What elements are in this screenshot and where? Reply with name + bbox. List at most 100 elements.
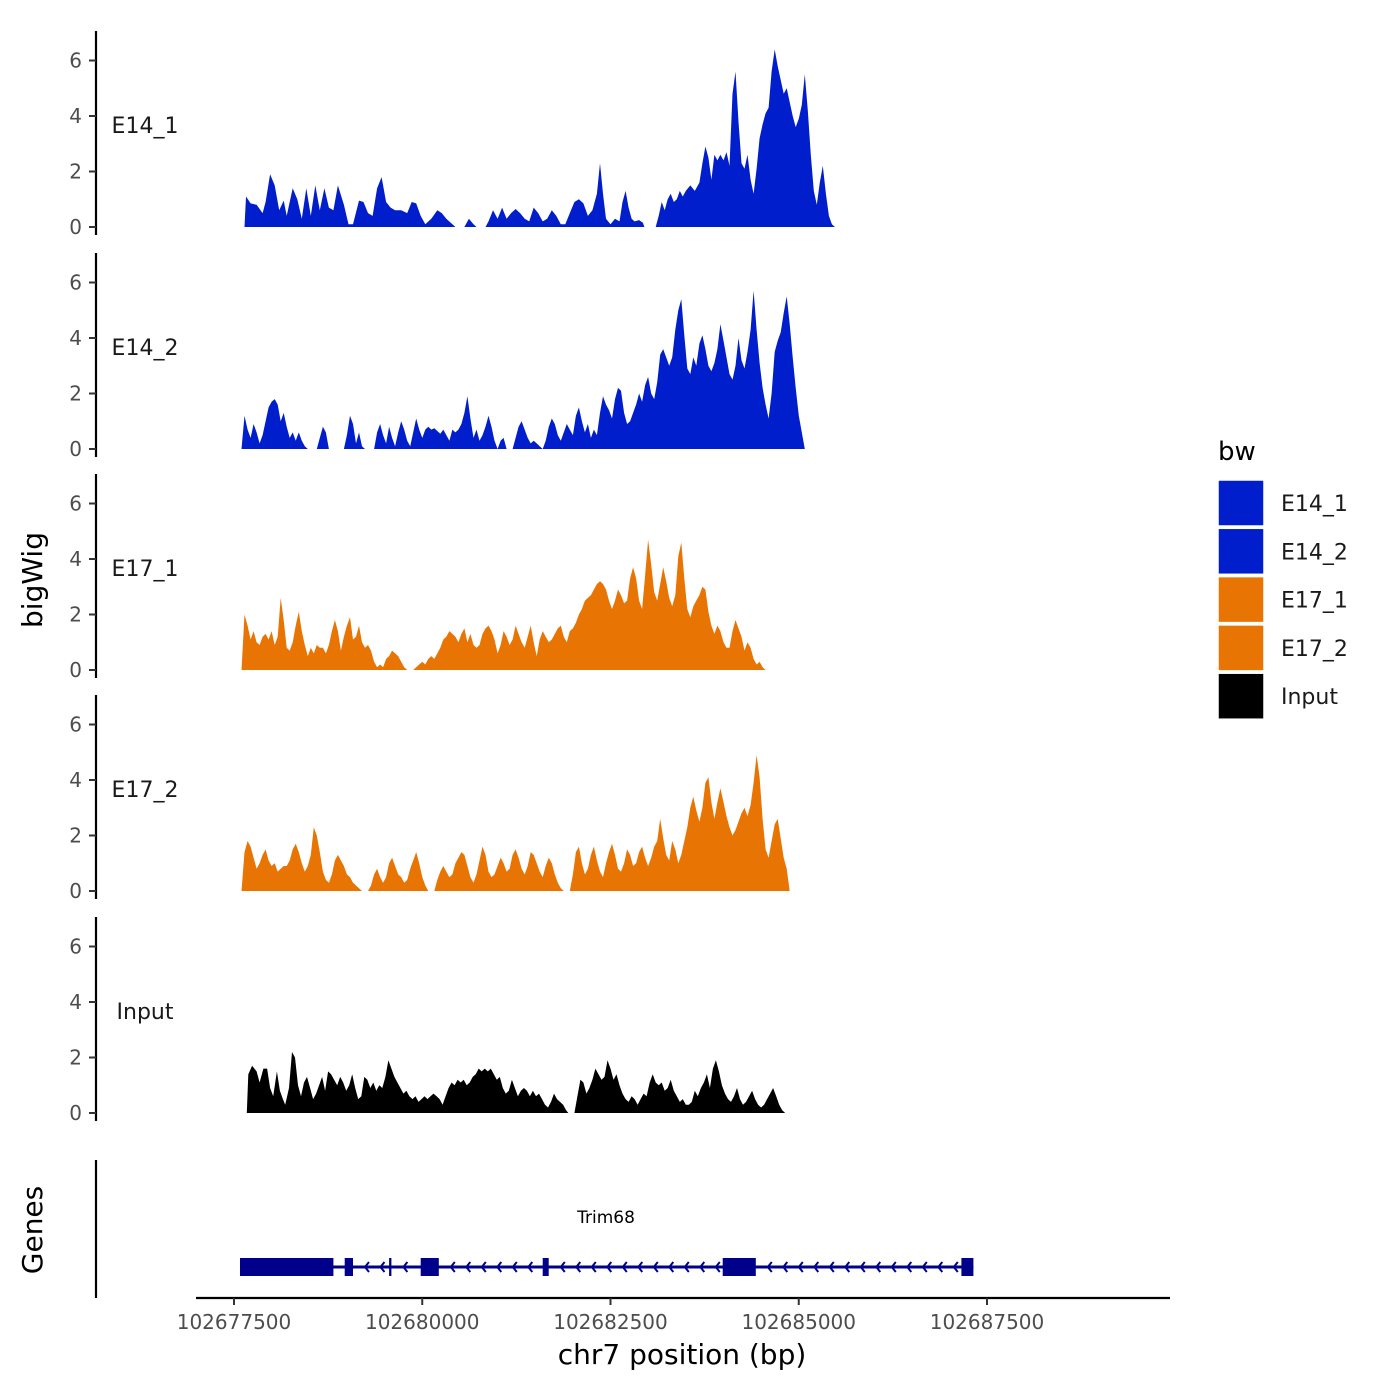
coverage-area-e17-1: [241, 539, 766, 670]
coverage-area-e14-2: [241, 290, 805, 449]
strand-arrow: [402, 1261, 409, 1273]
gene-panel: Trim68: [94, 1160, 974, 1298]
strand-arrow: [699, 1261, 706, 1273]
y-tick-label: 4: [69, 326, 82, 350]
legend-label: Input: [1281, 685, 1338, 710]
y-tick-label: 4: [69, 990, 82, 1014]
legend-label: E14_2: [1281, 540, 1348, 565]
strand-arrow: [683, 1261, 690, 1273]
gene-axis-title: Genes: [16, 1186, 49, 1274]
legend-title: bw: [1218, 437, 1256, 467]
legend-entries: E14_1 E14_2 E17_1 E17_2 Input: [1217, 479, 1348, 720]
gene-exon: [420, 1258, 439, 1276]
legend-swatch: [1217, 624, 1265, 672]
y-tick-label: 2: [69, 160, 82, 184]
strand-arrow: [714, 1261, 721, 1273]
y-tick-label: 6: [69, 49, 82, 73]
strand-arrow: [575, 1261, 582, 1273]
strand-arrow: [637, 1261, 644, 1273]
legend: bw E14_1 E14_2 E17_1 E17_2 Input: [1217, 437, 1348, 720]
strand-arrow: [859, 1261, 866, 1273]
x-axis-title: chr7 position (bp): [558, 1338, 807, 1371]
gene-exon: [240, 1258, 334, 1276]
y-tick-label: 0: [69, 658, 82, 682]
strand-arrow: [921, 1261, 928, 1273]
track-label: Input: [117, 1000, 174, 1025]
strand-arrow: [652, 1261, 659, 1273]
x-ticks: 102677500 102680000 102682500 102685000 1026…: [177, 1298, 1045, 1334]
x-axis: 102677500 102680000 102682500 102685000 1026…: [177, 1296, 1170, 1371]
track-e14-2: 0 2 4 6 E14_2: [69, 253, 805, 461]
y-tick-label: 4: [69, 768, 82, 792]
coverage-tracks: 0 2 4 6 E14_1 0 2 4 6 E14_2 0 2 4 6 E17_1 0 2 4 6 E17_2 0 2 4 6…: [69, 31, 835, 1125]
y-tick-label: 6: [69, 492, 82, 516]
legend-label: E17_1: [1281, 589, 1348, 614]
strand-arrow: [621, 1261, 628, 1273]
legend-swatch: [1217, 575, 1265, 624]
legend-swatch: [1217, 479, 1265, 527]
y-tick-label: 6: [69, 713, 82, 737]
y-tick-label: 0: [69, 879, 82, 903]
strand-arrow: [813, 1261, 820, 1273]
gene-exon: [542, 1258, 549, 1276]
x-tick-label: 102682500: [553, 1310, 668, 1334]
track-input: 0 2 4 6 Input: [69, 917, 786, 1125]
coverage-area-input: [246, 1052, 786, 1113]
legend-swatch: [1217, 527, 1265, 576]
x-tick-label: 102680000: [365, 1310, 480, 1334]
track-label: E17_2: [112, 778, 179, 803]
strand-arrow: [906, 1261, 913, 1273]
y-tick-label: 4: [69, 104, 82, 128]
coverage-area-e17-2: [241, 755, 790, 891]
legend-item: E17_1: [1217, 575, 1348, 624]
track-e17-1: 0 2 4 6 E17_1: [69, 474, 766, 682]
gene-exon: [722, 1258, 756, 1276]
track-label: E14_1: [112, 114, 179, 139]
legend-swatch: [1217, 672, 1265, 720]
legend-item: E14_1: [1217, 479, 1348, 527]
strand-arrow: [559, 1261, 566, 1273]
gene-label: Trim68: [576, 1208, 635, 1228]
strand-arrow: [668, 1261, 675, 1273]
strand-arrow: [527, 1261, 534, 1273]
y-tick-label: 0: [69, 437, 82, 461]
strand-arrow: [496, 1261, 503, 1273]
strand-arrow: [937, 1261, 944, 1273]
strand-arrow: [952, 1261, 959, 1273]
strand-arrow: [890, 1261, 897, 1273]
legend-label: E17_2: [1281, 637, 1348, 662]
strand-arrow: [606, 1261, 613, 1273]
y-tick-label: 2: [69, 824, 82, 848]
x-tick-label: 102677500: [177, 1310, 292, 1334]
strand-arrow: [379, 1261, 386, 1273]
strand-arrow: [511, 1261, 518, 1273]
legend-item: E14_2: [1217, 527, 1348, 576]
track-e17-2: 0 2 4 6 E17_2: [69, 695, 790, 903]
strand-arrow: [828, 1261, 835, 1273]
y-tick-label: 4: [69, 547, 82, 571]
gene-exon: [961, 1258, 974, 1276]
y-tick-label: 2: [69, 603, 82, 627]
x-tick-label: 102687500: [930, 1310, 1045, 1334]
gene-exon: [344, 1258, 353, 1276]
strand-arrow: [480, 1261, 487, 1273]
strand-arrow: [590, 1261, 597, 1273]
strand-arrow: [449, 1261, 456, 1273]
legend-label: E14_1: [1281, 492, 1348, 517]
y-tick-label: 0: [69, 1101, 82, 1125]
x-tick-label: 102685000: [741, 1310, 856, 1334]
track-label: E17_1: [112, 557, 179, 582]
strand-arrow: [797, 1261, 804, 1273]
gene-model: [240, 1258, 974, 1276]
track-e14-1: 0 2 4 6 E14_1: [69, 31, 835, 239]
y-tick-label: 6: [69, 271, 82, 295]
y-tick-label: 2: [69, 382, 82, 406]
legend-item: E17_2: [1217, 624, 1348, 672]
strand-arrow: [875, 1261, 882, 1273]
y-axis-title: bigWig: [16, 532, 49, 628]
y-tick-label: 2: [69, 1046, 82, 1070]
gene-exon: [389, 1258, 392, 1276]
strand-arrow: [363, 1261, 370, 1273]
strand-arrow: [844, 1261, 851, 1273]
